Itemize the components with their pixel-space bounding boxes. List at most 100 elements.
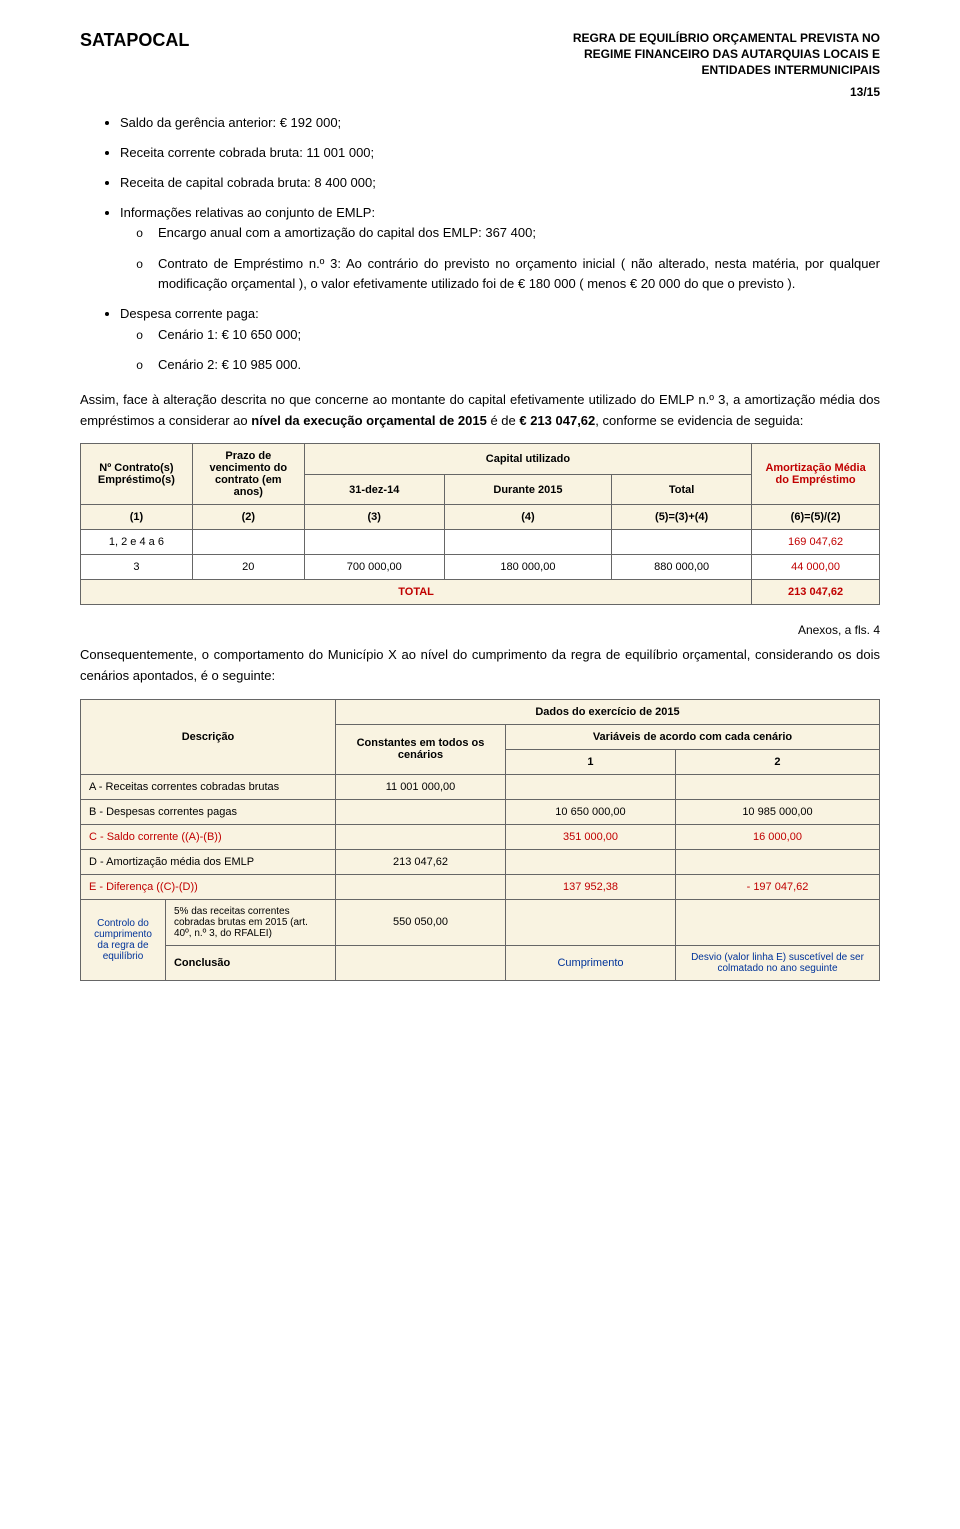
t1-n3: (3) [304, 505, 444, 530]
t2-rB-v1: 10 650 000,00 [505, 799, 675, 824]
t1-r0-c5 [612, 530, 752, 555]
t1-r1-c1: 3 [81, 555, 193, 580]
t2-rF-v2 [675, 899, 879, 945]
table-row: 1, 2 e 4 a 6 169 047,62 [81, 530, 880, 555]
t1-r1-c4: 180 000,00 [444, 555, 611, 580]
t1-h3a: 31-dez-14 [304, 474, 444, 505]
header-right-line1: REGRA DE EQUILÍBRIO ORÇAMENTAL PREVISTA … [573, 30, 880, 46]
t1-h4: Amortização Média do Empréstimo [752, 444, 880, 505]
sub-cenario1: Cenário 1: € 10 650 000; [158, 325, 880, 346]
sublist-cenarios: Cenário 1: € 10 650 000; Cenário 2: € 10… [120, 325, 880, 376]
table-cenarios: Descrição Dados do exercício de 2015 Con… [80, 699, 880, 981]
bullet-saldo: Saldo da gerência anterior: € 192 000; [120, 113, 880, 133]
t2-rA-v1 [505, 774, 675, 799]
t2-rF-const: 550 050,00 [335, 899, 505, 945]
t2-rF-label: 5% das receitas correntes cobradas bruta… [165, 899, 335, 945]
t1-r1-c5: 880 000,00 [612, 555, 752, 580]
header-right-line2: REGIME FINANCEIRO DAS AUTARQUIAS LOCAIS … [573, 46, 880, 62]
table-row: 3 20 700 000,00 180 000,00 880 000,00 44… [81, 555, 880, 580]
t1-r0-c4 [444, 530, 611, 555]
bullet-emlp-label: Informações relativas ao conjunto de EML… [120, 205, 375, 220]
t1-n5: (5)=(3)+(4) [612, 505, 752, 530]
page-number: 13/15 [80, 85, 880, 99]
bullet-emlp-info: Informações relativas ao conjunto de EML… [120, 203, 880, 294]
t1-h3c: Total [612, 474, 752, 505]
anexos-note: Anexos, a fls. 4 [80, 623, 880, 637]
table-row: E - Diferença ((C)-(D)) 137 952,38 - 197… [81, 874, 880, 899]
t1-h1: Nº Contrato(s) Empréstimo(s) [81, 444, 193, 505]
bullet-despesa-label: Despesa corrente paga: [120, 306, 259, 321]
t2-rF-v1 [505, 899, 675, 945]
t2-h-c2: 2 [675, 749, 879, 774]
t1-h2: Prazo de vencimento do contrato (em anos… [192, 444, 304, 505]
sub-encargo: Encargo anual com a amortização do capit… [158, 223, 880, 244]
t2-rB-const [335, 799, 505, 824]
table-row-total: TOTAL 213 047,62 [81, 580, 880, 605]
t2-rG-const [335, 945, 505, 980]
t2-rD-label: D - Amortização média dos EMLP [81, 849, 336, 874]
sub-contrato3: Contrato de Empréstimo n.º 3: Ao contrár… [158, 254, 880, 295]
t1-r1-c2: 20 [192, 555, 304, 580]
paragraph-2: Consequentemente, o comportamento do Mun… [80, 645, 880, 687]
header-left-title: SATAPOCAL [80, 30, 189, 51]
para1-text-c: , conforme se evidencia de seguida: [595, 413, 803, 428]
t1-n6: (6)=(5)/(2) [752, 505, 880, 530]
table-row: C - Saldo corrente ((A)-(B)) 351 000,00 … [81, 824, 880, 849]
t1-n2: (2) [192, 505, 304, 530]
t2-rC-v2: 16 000,00 [675, 824, 879, 849]
t2-rE-v1: 137 952,38 [505, 874, 675, 899]
t2-h-c1: 1 [505, 749, 675, 774]
t2-rA-label: A - Receitas correntes cobradas brutas [81, 774, 336, 799]
table-row: Controlo do cumprimento da regra de equi… [81, 899, 880, 945]
para1-text-b: é de [487, 413, 520, 428]
bullet-despesa: Despesa corrente paga: Cenário 1: € 10 6… [120, 304, 880, 375]
t1-h3: Capital utilizado [304, 444, 751, 475]
t1-h3b: Durante 2015 [444, 474, 611, 505]
paragraph-1: Assim, face à alteração descrita no que … [80, 390, 880, 432]
sub-cenario2: Cenário 2: € 10 985 000. [158, 355, 880, 376]
t2-rD-v2 [675, 849, 879, 874]
t2-rB-label: B - Despesas correntes pagas [81, 799, 336, 824]
table-row: B - Despesas correntes pagas 10 650 000,… [81, 799, 880, 824]
t2-rB-v2: 10 985 000,00 [675, 799, 879, 824]
t1-total-value: 213 047,62 [752, 580, 880, 605]
t2-h-dados: Dados do exercício de 2015 [335, 699, 879, 724]
t2-h-const: Constantes em todos os cenários [335, 724, 505, 774]
t2-rG-label: Conclusão [165, 945, 335, 980]
table-row: D - Amortização média dos EMLP 213 047,6… [81, 849, 880, 874]
t2-rE-v2: - 197 047,62 [675, 874, 879, 899]
table-row: A - Receitas correntes cobradas brutas 1… [81, 774, 880, 799]
t1-r0-c1: 1, 2 e 4 a 6 [81, 530, 193, 555]
header-right-line3: ENTIDADES INTERMUNICIPAIS [573, 62, 880, 78]
t2-rC-label: C - Saldo corrente ((A)-(B)) [81, 824, 336, 849]
sublist-emlp: Encargo anual com a amortização do capit… [120, 223, 880, 294]
t2-rE-label: E - Diferença ((C)-(D)) [81, 874, 336, 899]
t2-side-label: Controlo do cumprimento da regra de equi… [81, 899, 166, 980]
t1-r0-c6: 169 047,62 [752, 530, 880, 555]
table-row: Conclusão Cumprimento Desvio (valor linh… [81, 945, 880, 980]
bullet-receita-capital: Receita de capital cobrada bruta: 8 400 … [120, 173, 880, 193]
t2-h-var: Variáveis de acordo com cada cenário [505, 724, 879, 749]
page-header: SATAPOCAL REGRA DE EQUILÍBRIO ORÇAMENTAL… [80, 30, 880, 79]
t2-rA-const: 11 001 000,00 [335, 774, 505, 799]
bullet-receita-corrente: Receita corrente cobrada bruta: 11 001 0… [120, 143, 880, 163]
bullet-list-main: Saldo da gerência anterior: € 192 000; R… [80, 113, 880, 376]
t1-r1-c3: 700 000,00 [304, 555, 444, 580]
t2-h-desc: Descrição [81, 699, 336, 774]
t1-total-label: TOTAL [81, 580, 752, 605]
t2-rG-v2: Desvio (valor linha E) suscetível de ser… [675, 945, 879, 980]
t1-r0-c2 [192, 530, 304, 555]
t2-rC-v1: 351 000,00 [505, 824, 675, 849]
t2-rC-const [335, 824, 505, 849]
t2-rA-v2 [675, 774, 879, 799]
t1-n1: (1) [81, 505, 193, 530]
t1-r0-c3 [304, 530, 444, 555]
para1-bold2: € 213 047,62 [519, 413, 595, 428]
t2-rE-const [335, 874, 505, 899]
para1-bold1: nível da execução orçamental de 2015 [251, 413, 487, 428]
t1-r1-c6: 44 000,00 [752, 555, 880, 580]
t2-rG-v1: Cumprimento [505, 945, 675, 980]
t2-rD-const: 213 047,62 [335, 849, 505, 874]
header-right-title: REGRA DE EQUILÍBRIO ORÇAMENTAL PREVISTA … [573, 30, 880, 79]
t2-rD-v1 [505, 849, 675, 874]
